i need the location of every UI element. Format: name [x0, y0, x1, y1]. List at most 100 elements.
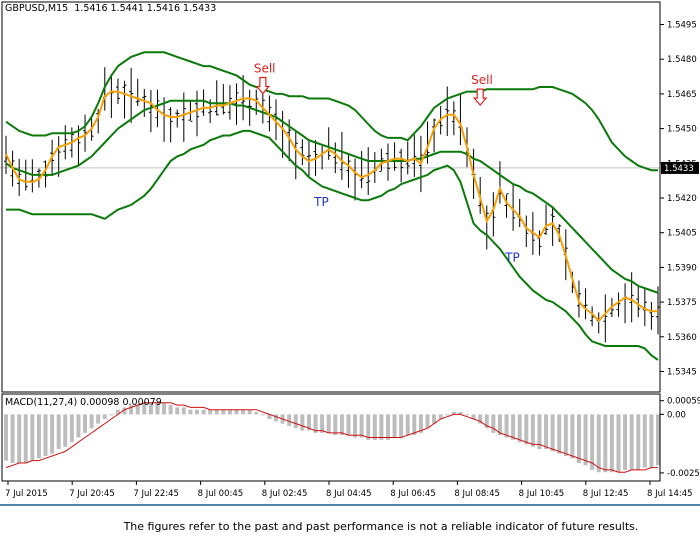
bollinger-upper-line — [5, 51, 658, 172]
macd-bar — [576, 414, 581, 463]
current-price-label: 1.5433 — [664, 164, 694, 174]
macd-bar — [596, 414, 601, 473]
macd-bar — [129, 405, 134, 415]
macd-bar — [267, 414, 272, 419]
macd-bar — [590, 414, 595, 470]
macd-info: MACD(11,27,4) 0.00098 0.00079 — [5, 397, 162, 408]
macd-bar — [438, 414, 443, 419]
macd-bar — [89, 414, 94, 429]
macd-bar — [563, 414, 568, 457]
sell-arrow-icon — [472, 88, 488, 107]
macd-bar — [102, 414, 107, 419]
price-tick-label: 1.5390 — [667, 263, 697, 273]
macd-bar — [63, 414, 68, 447]
macd-bar — [10, 414, 15, 463]
macd-bar — [241, 409, 246, 415]
time-tick-label: 8 Jul 00:45 — [198, 489, 244, 499]
price-tick-label: 1.5450 — [667, 125, 697, 135]
macd-bar — [168, 405, 173, 415]
macd-bar — [313, 414, 318, 433]
disclaimer: The figures refer to the past and past p… — [123, 520, 639, 533]
macd-bar — [471, 414, 476, 419]
macd-bar — [623, 414, 628, 470]
macd-bar — [372, 414, 377, 440]
macd-bar — [36, 414, 41, 459]
macd-bar — [83, 414, 88, 433]
macd-bar — [122, 407, 127, 415]
price-tick-label: 1.5480 — [667, 55, 697, 65]
macd-bar — [491, 414, 496, 433]
macd-bar — [287, 414, 292, 426]
time-tick-label: 7 Jul 22:45 — [133, 489, 179, 499]
macd-bar — [109, 414, 114, 416]
macd-bar — [293, 414, 298, 429]
price-panel-frame — [1, 1, 661, 393]
macd-bar — [69, 414, 74, 443]
macd-panel-frame — [1, 393, 661, 482]
bollinger-middle-line — [5, 99, 659, 294]
macd-bar — [497, 414, 502, 436]
macd-bar — [557, 414, 562, 454]
macd-bar — [656, 414, 660, 466]
macd-bar — [221, 409, 226, 415]
macd-bar — [399, 414, 404, 438]
macd-bar — [603, 414, 608, 473]
macd-tick-label: -0.00253 — [667, 469, 700, 479]
time-tick-label: 8 Jul 02:45 — [262, 489, 308, 499]
macd-bar — [260, 414, 265, 416]
macd-bar — [478, 414, 483, 424]
time-tick-label: 7 Jul 2015 — [5, 489, 48, 499]
macd-bar — [194, 409, 199, 415]
macd-bar — [326, 414, 331, 433]
macd-bar — [570, 414, 575, 459]
price-tick-label: 1.5360 — [667, 333, 697, 343]
macd-bar — [425, 414, 430, 429]
time-tick-label: 8 Jul 08:45 — [454, 489, 500, 499]
ma-series-line — [5, 90, 658, 323]
candles — [4, 67, 660, 343]
macd-bar — [188, 409, 193, 415]
macd-bar — [333, 414, 338, 436]
time-tick-label: 8 Jul 04:45 — [326, 489, 372, 499]
time-tick-label: 7 Jul 20:45 — [69, 489, 115, 499]
bollinger-lower-line — [6, 129, 659, 361]
macd-bar — [379, 414, 384, 440]
macd-bar — [484, 414, 489, 429]
macd-bar — [247, 409, 252, 415]
price-tick-label: 1.5375 — [667, 298, 697, 308]
time-tick-label: 8 Jul 12:45 — [583, 489, 629, 499]
macd-bar — [517, 414, 522, 443]
axes: 1.54951.54801.54651.54501.54351.54201.54… — [0, 1, 700, 506]
price-tick-label: 1.5345 — [667, 367, 697, 377]
macd-bar — [227, 409, 232, 415]
macd-bar — [544, 414, 549, 450]
macd-bar — [609, 414, 614, 473]
macd-bar — [208, 409, 213, 415]
macd-bar — [451, 412, 456, 415]
price-tick-label: 1.5405 — [667, 229, 697, 239]
macd-bar — [115, 409, 120, 415]
macd-bar — [511, 414, 516, 440]
macd-bar — [636, 414, 641, 470]
macd-bar — [530, 414, 535, 447]
macd-bar — [4, 414, 8, 461]
macd-bar — [353, 414, 358, 438]
macd-bar — [148, 402, 153, 415]
price-tick-label: 1.5495 — [667, 21, 697, 31]
sell-arrow-icon — [255, 76, 271, 95]
macd-tick-label: 0.00059 — [667, 397, 700, 407]
current-price-badge — [661, 161, 699, 174]
macd-bar — [142, 402, 147, 415]
sell-label: Sell — [471, 73, 493, 87]
macd-bar — [445, 414, 450, 416]
symbol-info: GBPUSD,M15 1.5416 1.5441 1.5416 1.5433 — [5, 3, 217, 14]
macd-bar — [17, 414, 22, 463]
macd-bar — [274, 414, 279, 422]
macd-bar — [135, 405, 140, 415]
macd-bar — [181, 407, 186, 415]
macd-bar — [254, 412, 259, 415]
macd-bar — [346, 414, 351, 436]
price-tick-label: 1.5420 — [667, 194, 697, 204]
macd-bar — [56, 414, 61, 450]
